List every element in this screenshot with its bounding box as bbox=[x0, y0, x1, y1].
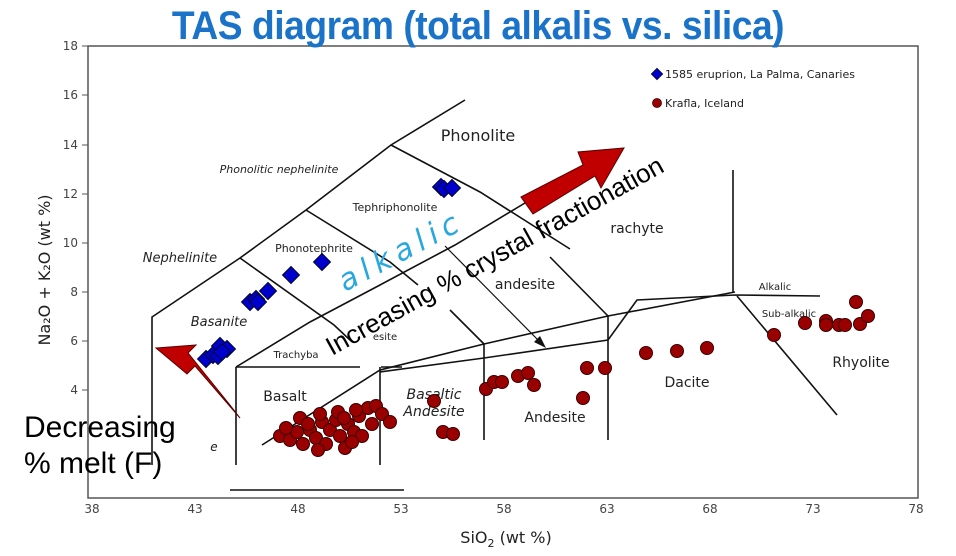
field-basaltic-trachyandesite: esite bbox=[373, 332, 397, 343]
melt-arrow-icon bbox=[154, 344, 241, 419]
field-rhyolite: Rhyolite bbox=[832, 355, 889, 371]
field-basalt: Basalt bbox=[263, 389, 307, 405]
y-tick-6: 6 bbox=[70, 334, 78, 348]
label-alkalic: Alkalic bbox=[759, 282, 791, 293]
x-tick-58: 58 bbox=[496, 502, 511, 516]
field-tephriphonolite: Tephriphonolite bbox=[352, 201, 438, 214]
field-phonolite: Phonolite bbox=[441, 126, 516, 145]
melt-annotation-line2: % melt (F) bbox=[24, 447, 163, 480]
x-tick-73: 73 bbox=[805, 502, 820, 516]
field-trachybasalt: Trachyba bbox=[272, 350, 318, 361]
field-phonolitic-nephelinite: Phonolitic nephelinite bbox=[220, 163, 339, 176]
series-la-palma bbox=[196, 177, 462, 369]
legend-circle-icon bbox=[652, 98, 662, 108]
field-basaltic-andesite-2: Andesite bbox=[402, 404, 464, 420]
x-tick-38: 38 bbox=[84, 502, 99, 516]
y-tick-14: 14 bbox=[63, 138, 78, 152]
plot-frame bbox=[87, 45, 919, 499]
legend-la-palma: 1585 eruprion, La Palma, Canaries bbox=[665, 68, 855, 81]
x-tick-68: 68 bbox=[702, 502, 717, 516]
x-axis: 38 43 48 53 58 63 68 73 78 bbox=[84, 502, 923, 516]
field-trachyandesite: andesite bbox=[495, 277, 555, 293]
field-trachyte: rachyte bbox=[610, 221, 663, 237]
field-picrobasalt: e bbox=[210, 440, 217, 454]
y-tick-8: 8 bbox=[70, 285, 78, 299]
legend-krafla: Krafla, Iceland bbox=[665, 97, 744, 110]
x-tick-78: 78 bbox=[908, 502, 923, 516]
x-tick-63: 63 bbox=[599, 502, 614, 516]
field-nephelinite: Nephelinite bbox=[143, 251, 217, 266]
y-tick-16: 16 bbox=[63, 88, 78, 102]
x-tick-43: 43 bbox=[187, 502, 202, 516]
y-tick-4: 4 bbox=[70, 383, 78, 397]
series-krafla bbox=[273, 295, 875, 457]
melt-annotation: Decreasing % melt (F) bbox=[24, 410, 176, 482]
page-title: TAS diagram (total alkalis vs. silica) bbox=[171, 4, 785, 48]
melt-annotation-line1: Decreasing bbox=[24, 411, 176, 444]
pointer-arrow bbox=[444, 245, 546, 348]
field-labels: Phonolite Phonolitic nephelinite Tephrip… bbox=[143, 126, 890, 454]
x-tick-48: 48 bbox=[290, 502, 305, 516]
label-subalkalic: Sub-alkalic bbox=[762, 309, 816, 320]
field-dacite: Dacite bbox=[664, 375, 709, 391]
field-andesite: Andesite bbox=[524, 410, 585, 426]
field-phonotephrite: Phonotephrite bbox=[275, 242, 353, 255]
legend: 1585 eruprion, La Palma, Canaries Krafla… bbox=[650, 67, 855, 110]
field-basanite: Basanite bbox=[191, 315, 248, 330]
y-tick-12: 12 bbox=[63, 187, 78, 201]
legend-diamond-icon bbox=[650, 67, 664, 81]
y-tick-18: 18 bbox=[63, 39, 78, 53]
fractionation-arrow-icon bbox=[520, 147, 625, 215]
y-axis bbox=[82, 45, 88, 391]
x-tick-53: 53 bbox=[393, 502, 408, 516]
x-axis-label: SiO2 (wt %) bbox=[460, 528, 551, 550]
y-tick-10: 10 bbox=[63, 236, 78, 250]
y-axis-label: Na₂O + K₂O (wt %) bbox=[35, 194, 54, 345]
